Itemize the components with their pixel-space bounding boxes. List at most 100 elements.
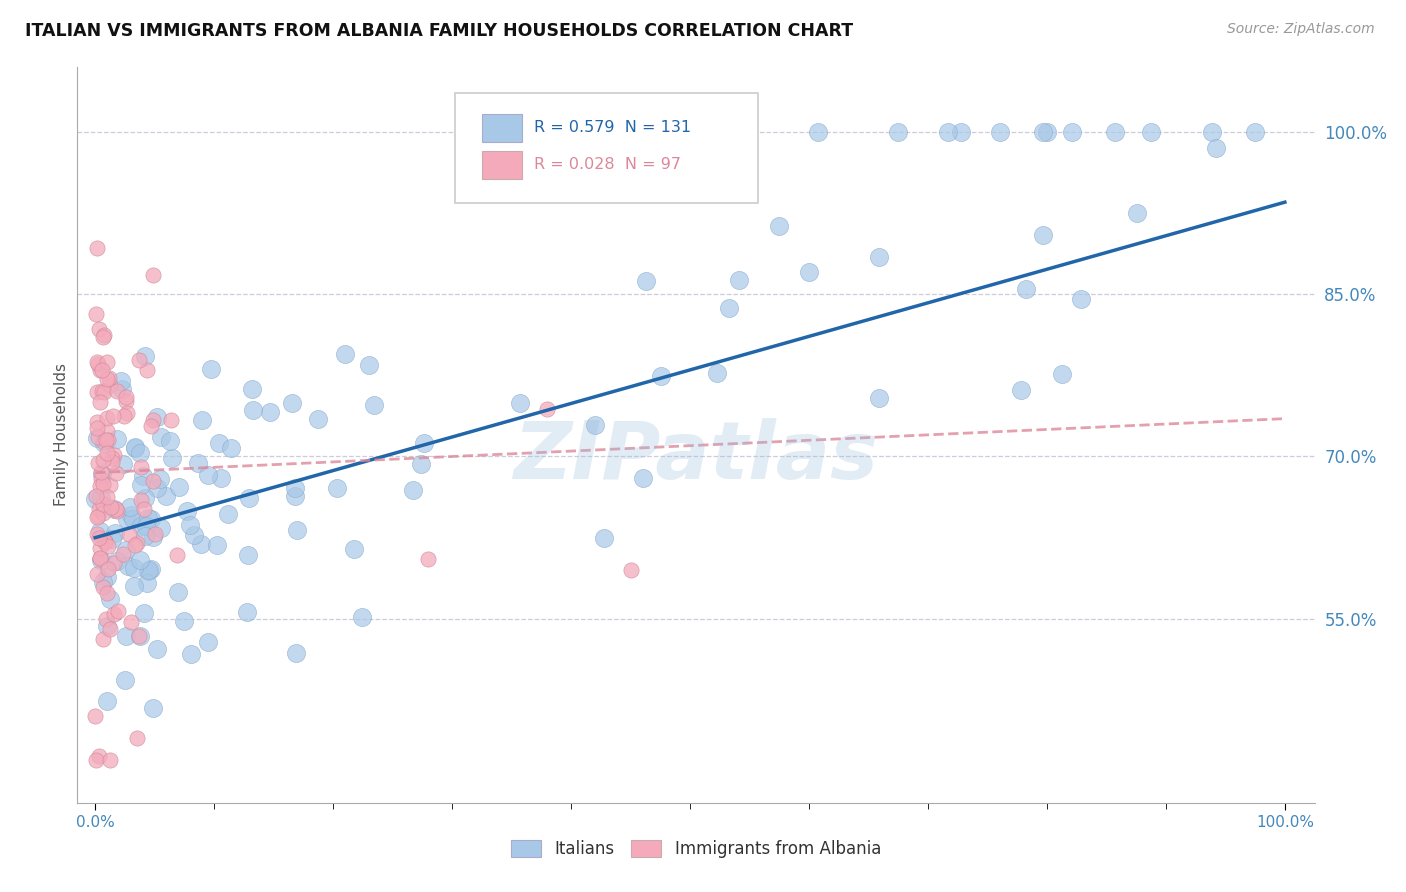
Point <box>1015 282 1038 296</box>
Point <box>284 482 307 496</box>
Point <box>84 489 107 503</box>
Point <box>87 357 110 371</box>
Point <box>101 409 124 423</box>
Point <box>593 531 616 545</box>
Point <box>183 528 205 542</box>
Point <box>1032 227 1054 242</box>
Point <box>93 476 115 491</box>
Point <box>97 433 120 447</box>
Point <box>91 384 114 399</box>
Point <box>235 605 257 619</box>
Point <box>115 543 138 558</box>
Point <box>96 445 118 459</box>
Point <box>197 635 219 649</box>
Point <box>107 604 129 618</box>
Point <box>112 409 135 424</box>
Point <box>343 541 366 556</box>
Point <box>89 524 111 539</box>
Point <box>107 554 129 568</box>
Point <box>1050 367 1073 381</box>
Point <box>93 330 115 344</box>
Point <box>155 488 177 502</box>
Point <box>988 125 1011 139</box>
Point <box>129 493 152 508</box>
Point <box>402 483 425 498</box>
Point <box>166 548 188 562</box>
Point <box>93 533 115 548</box>
Point <box>179 518 201 533</box>
Point <box>887 125 910 139</box>
Point <box>1244 125 1267 139</box>
Point <box>868 391 890 405</box>
Point <box>86 430 108 444</box>
Point <box>97 562 120 576</box>
Point <box>142 530 165 544</box>
Point <box>411 457 433 471</box>
Point <box>105 466 128 480</box>
Point <box>89 532 111 546</box>
Point <box>359 359 381 373</box>
Point <box>142 413 165 427</box>
Point <box>115 390 138 404</box>
Point <box>105 432 128 446</box>
Text: R = 0.028  N = 97: R = 0.028 N = 97 <box>534 157 681 172</box>
Point <box>1070 292 1092 306</box>
Point <box>86 420 108 434</box>
Point <box>105 384 128 398</box>
Point <box>93 384 115 399</box>
Point <box>90 467 112 481</box>
Point <box>84 709 107 723</box>
Point <box>159 434 181 448</box>
Point <box>93 497 115 511</box>
Point <box>706 366 728 380</box>
Point <box>90 491 112 505</box>
Point <box>100 455 122 469</box>
Point <box>122 560 145 574</box>
Point <box>1205 141 1227 155</box>
Text: ZIPatlas: ZIPatlas <box>513 418 879 496</box>
Point <box>84 307 107 321</box>
Point <box>103 556 125 570</box>
Point <box>333 347 356 361</box>
Point <box>120 500 142 514</box>
Point <box>136 576 159 591</box>
Point <box>150 521 173 535</box>
Point <box>131 477 153 491</box>
Point <box>1126 205 1149 219</box>
Point <box>115 394 138 409</box>
Point <box>209 471 232 485</box>
Point <box>142 268 165 282</box>
Point <box>1201 125 1223 139</box>
Point <box>84 491 107 506</box>
Point <box>91 453 114 467</box>
Text: ITALIAN VS IMMIGRANTS FROM ALBANIA FAMILY HOUSEHOLDS CORRELATION CHART: ITALIAN VS IMMIGRANTS FROM ALBANIA FAMIL… <box>25 22 853 40</box>
Point <box>938 125 960 139</box>
Point <box>146 409 169 424</box>
Point <box>86 416 108 430</box>
Point <box>100 450 122 465</box>
Point <box>160 450 183 465</box>
Point <box>1010 384 1032 398</box>
Point <box>129 519 152 533</box>
Point <box>128 446 150 460</box>
Point <box>120 615 142 629</box>
Point <box>112 457 135 471</box>
Point <box>797 265 820 279</box>
Point <box>143 527 166 541</box>
Point <box>117 559 139 574</box>
Point <box>1032 125 1054 139</box>
Point <box>128 629 150 643</box>
Point <box>89 749 111 764</box>
Point <box>631 471 654 485</box>
Point <box>217 507 239 521</box>
Point <box>96 694 118 708</box>
Point <box>536 401 558 416</box>
Point <box>93 535 115 549</box>
Point <box>148 472 170 486</box>
Point <box>86 527 108 541</box>
Point <box>96 424 118 438</box>
Point <box>98 478 121 492</box>
Point <box>200 361 222 376</box>
Point <box>89 550 111 565</box>
Point <box>87 322 110 336</box>
